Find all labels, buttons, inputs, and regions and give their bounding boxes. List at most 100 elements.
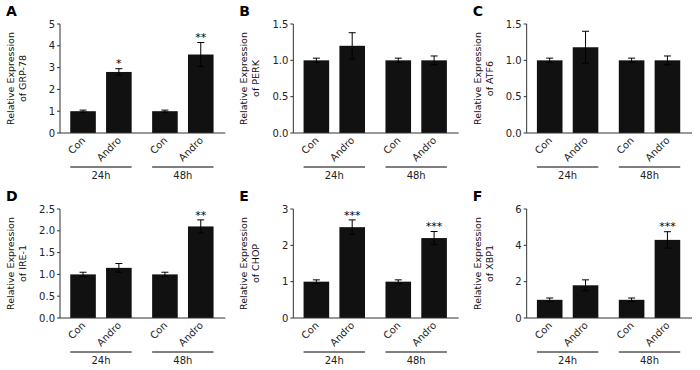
bar [655,240,681,318]
error-bar [80,272,87,276]
bar [537,60,563,133]
panel-label: F [473,188,483,204]
group-bracket [385,352,446,353]
y-tick [57,252,60,253]
error-bar [197,220,204,233]
y-axis-label: Relative Expressionof PERK [238,32,261,125]
y-axis [60,24,61,133]
y-tick-label: 3 [282,204,288,215]
x-tick-label: Andro [410,320,439,349]
error-bar [664,56,671,65]
bar [385,60,411,133]
significance-label: * [116,57,122,70]
x-tick-label: Con [533,135,555,157]
y-tick [57,230,60,231]
bar [421,238,447,318]
y-tick [290,245,293,246]
bar [106,72,132,133]
significance-label: *** [426,220,443,233]
error-bar [546,58,553,62]
significance-label: *** [344,209,361,222]
y-tick-label: 0.0 [39,313,55,324]
bar [106,268,132,318]
y-tick [290,96,293,97]
group-label: 48h [173,355,192,366]
group-bracket [619,352,680,353]
group-bracket [537,167,598,168]
y-tick [524,60,527,61]
error-bar [395,280,402,284]
y-tick-label: 4 [49,40,55,51]
x-axis [60,318,225,319]
group-label: 24h [91,355,110,366]
error-bar [80,110,87,112]
bar [339,46,365,133]
y-tick-label: 0 [282,313,288,324]
y-axis [293,24,294,133]
y-axis-label: Relative Expressionof GRP-78 [5,32,28,125]
y-tick-label: 3 [49,62,55,73]
error-bar [395,58,402,62]
bar [304,282,330,318]
x-tick-label: Con [148,135,170,157]
x-tick-label: Andro [410,135,439,164]
y-axis [293,209,294,318]
error-bar [582,31,589,63]
panel-label: A [6,3,17,19]
group-bracket [537,352,598,353]
y-tick [57,67,60,68]
y-tick-label: 0 [49,128,55,139]
group-label: 24h [91,170,110,181]
y-tick [57,89,60,90]
x-tick-label: Con [533,320,555,342]
error-bar [115,264,122,273]
y-tick [57,24,60,25]
panel: ***0246ConAndroConAndro24h48hRelative Ex… [472,188,692,366]
bar [421,60,447,133]
bars [70,43,213,133]
error-bar [313,280,320,284]
panel: 0.00.51.01.5ConAndroConAndro24h48hRelati… [238,3,458,181]
y-tick [524,281,527,282]
x-tick-label: Andro [95,135,124,164]
bars [304,33,447,133]
group-label: 24h [558,170,577,181]
y-axis-label: Relative Expressionof ATF6 [472,32,495,125]
x-tick-label: Andro [177,135,206,164]
panel-label: D [6,188,18,204]
y-tick-label: 2 [515,276,521,287]
x-tick-label: Andro [328,320,357,349]
y-tick-label: 1.5 [272,19,288,30]
y-tick-label: 1.0 [506,55,522,66]
bar [70,274,96,318]
group-label: 24h [325,170,344,181]
group-label: 48h [407,355,426,366]
y-tick [290,133,293,134]
y-axis [526,24,527,133]
panel: ******0123ConAndroConAndro24h48hRelative… [238,188,458,366]
x-tick-label: Con [66,320,88,342]
group-bracket [619,167,680,168]
panel-label: C [473,3,483,19]
bar [304,60,330,133]
group-label: 24h [558,355,577,366]
error-bar [628,58,635,62]
significance-label: *** [659,220,676,233]
error-bar [349,33,356,59]
x-axis [60,133,225,134]
y-axis-label: Relative Expressionof XBP1 [472,217,495,310]
y-tick [57,111,60,112]
error-bar [161,110,168,112]
y-tick [524,96,527,97]
y-tick-label: 2 [49,84,55,95]
y-tick-label: 0.5 [506,91,522,102]
x-tick-label: Con [614,135,636,157]
x-tick-label: Con [381,320,403,342]
error-bar [582,280,589,291]
x-tick-label: Andro [95,320,124,349]
bar [537,300,563,318]
error-bar [349,220,356,235]
y-tick [57,318,60,319]
y-tick-label: 5 [49,19,55,30]
error-bar [664,232,671,248]
